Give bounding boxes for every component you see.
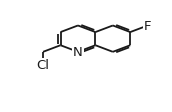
Text: N: N [73, 46, 83, 59]
Text: Cl: Cl [37, 59, 50, 72]
Text: F: F [144, 20, 151, 33]
